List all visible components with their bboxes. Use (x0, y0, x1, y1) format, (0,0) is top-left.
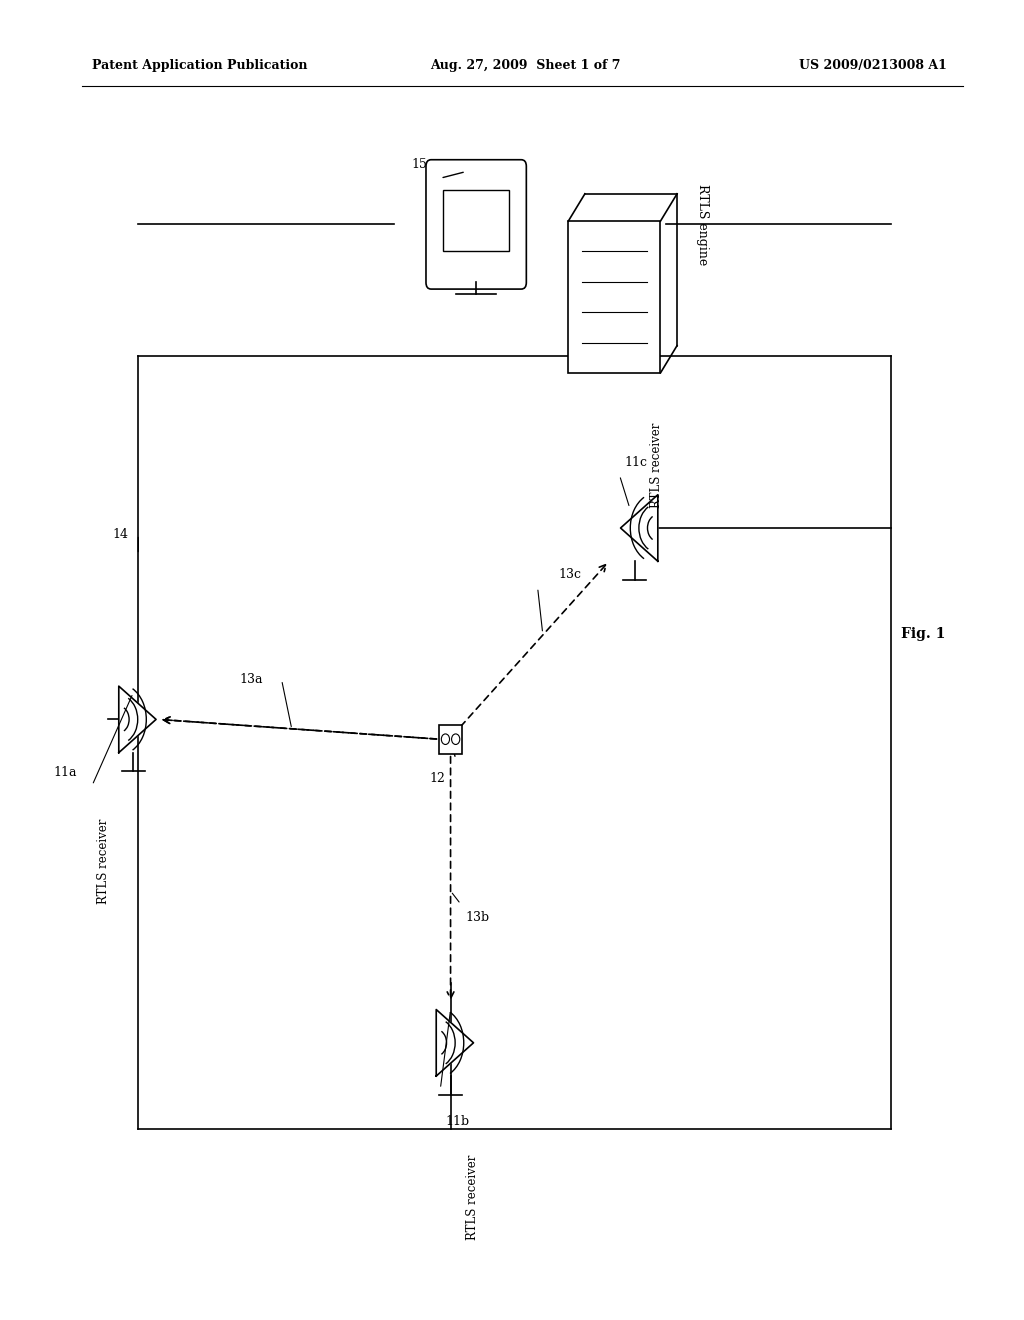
Text: Patent Application Publication: Patent Application Publication (92, 59, 307, 73)
FancyBboxPatch shape (426, 160, 526, 289)
Bar (439, 725, 462, 754)
Text: 12: 12 (429, 772, 445, 785)
Text: Fig. 1: Fig. 1 (901, 627, 945, 640)
Bar (568, 222, 660, 374)
Bar (443, 190, 509, 251)
Text: Aug. 27, 2009  Sheet 1 of 7: Aug. 27, 2009 Sheet 1 of 7 (430, 59, 621, 73)
Text: 11c: 11c (625, 455, 647, 469)
Text: US 2009/0213008 A1: US 2009/0213008 A1 (799, 59, 946, 73)
Text: RTLS receiver: RTLS receiver (650, 422, 664, 508)
Text: RTLS receiver: RTLS receiver (466, 1155, 479, 1241)
Polygon shape (119, 686, 156, 752)
Text: 13c: 13c (558, 568, 581, 581)
Text: 11a: 11a (53, 766, 77, 779)
Text: 13b: 13b (466, 911, 490, 924)
Polygon shape (436, 1010, 473, 1076)
Text: 14: 14 (112, 528, 128, 541)
Text: 11b: 11b (445, 1115, 470, 1129)
Polygon shape (621, 495, 657, 561)
Text: 13a: 13a (240, 673, 262, 686)
Text: 15: 15 (412, 158, 428, 172)
Text: RTLS receiver: RTLS receiver (97, 818, 111, 904)
Text: RTLS engine: RTLS engine (696, 183, 710, 265)
